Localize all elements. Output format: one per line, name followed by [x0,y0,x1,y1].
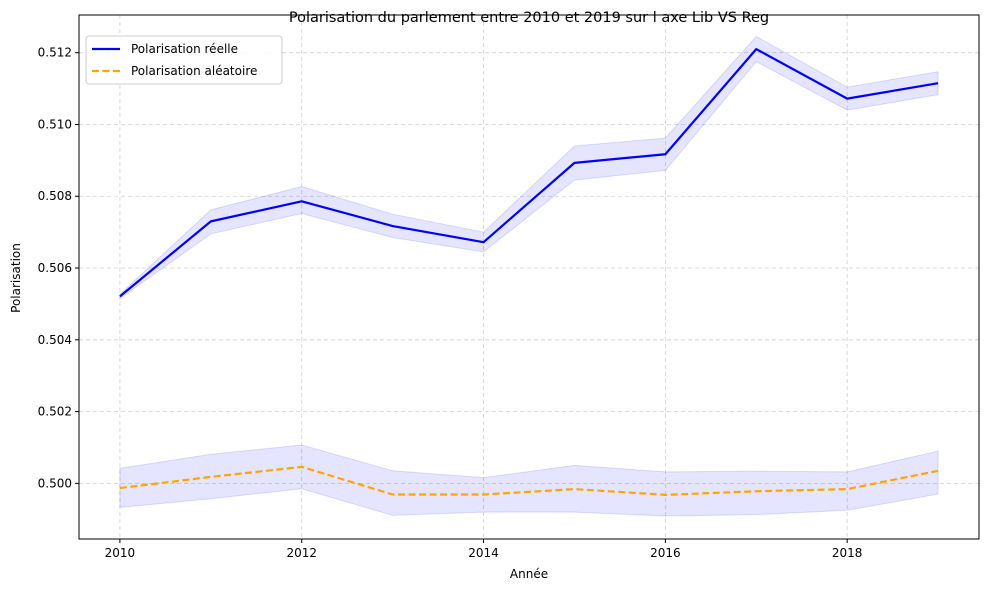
y-tick-label: 0.500 [38,476,72,490]
y-tick-label: 0.508 [38,189,72,203]
legend-box [85,35,283,85]
confidence-bands [119,35,939,517]
x-axis-label: Année [510,567,548,581]
legend: Polarisation réelle Polarisation aléatoir… [85,35,283,85]
plot-frame [78,14,980,540]
legend-label-2: Polarisation aléatoire [131,64,257,78]
series-line-1 [119,47,939,298]
y-axis-ticks: 0.500 0.502 0.504 0.506 0.508 0.510 0.512 [38,46,79,490]
x-tick-label: 2018 [832,546,863,560]
x-tick-label: 2012 [286,546,317,560]
x-tick-label: 2016 [650,546,681,560]
grid-lines [79,15,979,539]
x-tick-label: 2010 [105,546,136,560]
series-line-2 [119,465,939,496]
series-lines [119,47,939,496]
y-tick-label: 0.502 [38,405,72,419]
confidence-band-1 [119,35,939,300]
legend-label-1: Polarisation réelle [131,42,238,56]
y-tick-label: 0.506 [38,261,72,275]
y-axis-label: Polarisation [9,243,23,313]
chart-title: Polarisation du parlement entre 2010 et … [289,10,769,26]
y-tick-label: 0.512 [38,46,72,60]
x-axis-ticks: 2010 2012 2014 2016 2018 [105,539,863,560]
y-tick-label: 0.504 [38,333,72,347]
x-tick-label: 2014 [468,546,499,560]
confidence-band-2 [119,444,939,517]
y-tick-label: 0.510 [38,117,72,131]
